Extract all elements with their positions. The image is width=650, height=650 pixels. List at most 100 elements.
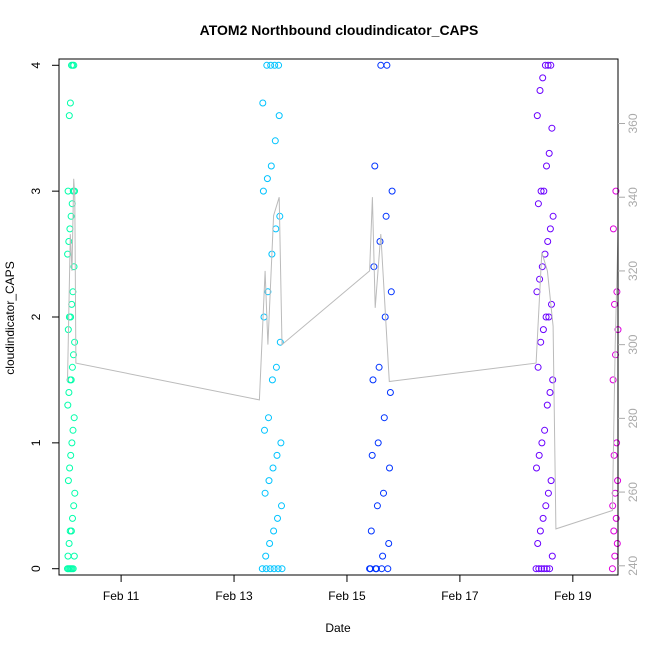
group4-point bbox=[538, 439, 546, 447]
group1-point bbox=[70, 552, 78, 560]
group2-point bbox=[259, 99, 267, 107]
group3-point bbox=[387, 288, 395, 296]
group1-point bbox=[65, 238, 73, 245]
group2-point bbox=[266, 565, 274, 573]
group4-point bbox=[537, 187, 545, 195]
group2-point bbox=[271, 61, 279, 69]
x-tick-label: Feb 17 bbox=[441, 589, 479, 603]
group1-point bbox=[69, 565, 77, 573]
group1-point bbox=[66, 464, 74, 472]
group2-point bbox=[270, 565, 278, 573]
group1-point bbox=[64, 187, 72, 195]
y2-tick-label: 320 bbox=[626, 261, 640, 281]
group1-point bbox=[65, 389, 73, 396]
group5-point bbox=[613, 439, 621, 447]
group1-point bbox=[71, 489, 79, 497]
group1-point bbox=[64, 477, 72, 485]
group4-point bbox=[536, 527, 544, 535]
y2-tick-label: 360 bbox=[626, 113, 640, 133]
group4-point bbox=[541, 426, 549, 434]
group4-point bbox=[549, 212, 557, 220]
group2-point bbox=[268, 376, 276, 384]
group1-point bbox=[64, 552, 72, 560]
group4-point bbox=[538, 263, 546, 271]
group5-point bbox=[609, 225, 617, 233]
group2-point bbox=[272, 363, 280, 371]
group4-point bbox=[542, 313, 550, 321]
group2-point bbox=[264, 288, 272, 296]
group1-point bbox=[67, 376, 75, 384]
group4-point bbox=[535, 565, 543, 573]
secondary-y-axis: 240 260 280 300 320 340 360 bbox=[618, 113, 640, 576]
group1-point bbox=[70, 414, 78, 422]
group2-point bbox=[259, 187, 267, 195]
group3-point bbox=[383, 61, 391, 69]
group2-point bbox=[258, 565, 266, 573]
group5-point bbox=[613, 540, 621, 547]
group5-point bbox=[610, 527, 618, 535]
group2-point bbox=[262, 552, 270, 560]
y2-tick-label: 300 bbox=[626, 334, 640, 354]
y-axis-label: cloudindicator_CAPS bbox=[3, 261, 17, 374]
group3-point bbox=[371, 162, 379, 170]
group2-point bbox=[275, 61, 283, 69]
group3-point bbox=[374, 439, 382, 447]
x-tick-label: Feb 19 bbox=[554, 589, 592, 603]
group4-point bbox=[538, 565, 545, 573]
y2-tick-label: 260 bbox=[626, 482, 640, 502]
y-tick-label: 2 bbox=[29, 313, 43, 320]
group1-point bbox=[65, 540, 73, 547]
group4-point bbox=[543, 565, 551, 573]
group4-point bbox=[533, 112, 541, 120]
group4-point bbox=[534, 200, 542, 208]
group1-point bbox=[66, 225, 74, 233]
group5-point bbox=[611, 552, 619, 560]
group2-point bbox=[263, 175, 271, 183]
group4-point bbox=[542, 502, 550, 510]
group3-point bbox=[384, 565, 392, 573]
group1-point bbox=[64, 250, 72, 258]
y2-tick-label: 280 bbox=[626, 408, 640, 428]
group2-point bbox=[262, 565, 270, 573]
group3-point bbox=[379, 552, 387, 560]
group2-point bbox=[265, 477, 273, 485]
group3-point bbox=[385, 540, 393, 547]
group4-point bbox=[536, 87, 544, 94]
group2-point bbox=[275, 112, 283, 120]
group2-point bbox=[277, 439, 285, 447]
group1-point bbox=[67, 212, 75, 220]
group2-point bbox=[271, 137, 279, 145]
group3-point bbox=[388, 187, 396, 195]
group4-point bbox=[548, 124, 556, 132]
group4-point bbox=[536, 275, 544, 283]
group3-point bbox=[380, 489, 387, 497]
group1-point bbox=[71, 338, 79, 346]
group4-point bbox=[544, 61, 552, 69]
group3-point bbox=[386, 389, 394, 396]
group1-point bbox=[70, 61, 78, 69]
group4-point bbox=[549, 376, 557, 384]
group1-point bbox=[68, 363, 76, 371]
group1-point bbox=[65, 112, 73, 120]
group4-point bbox=[543, 401, 551, 409]
group4-point bbox=[546, 565, 554, 573]
group1-point bbox=[64, 401, 72, 409]
group2-point bbox=[274, 565, 282, 573]
y-tick-label: 3 bbox=[29, 187, 43, 194]
group1-point bbox=[68, 200, 76, 208]
group2-point bbox=[278, 565, 286, 573]
group2-point bbox=[265, 414, 272, 422]
y2-tick-label: 340 bbox=[626, 187, 640, 207]
group1-point bbox=[67, 313, 75, 321]
group5-point bbox=[609, 376, 617, 384]
chart-title: ATOM2 Northbound cloudindicator_CAPS bbox=[200, 22, 479, 38]
x-axis-label: Date bbox=[325, 621, 351, 635]
group4-point bbox=[534, 363, 542, 371]
y-tick-label: 1 bbox=[29, 439, 43, 446]
group5-point bbox=[612, 514, 620, 522]
group1-point bbox=[67, 527, 75, 535]
group4-point bbox=[545, 149, 553, 157]
group4-point bbox=[533, 288, 541, 296]
group3-point bbox=[373, 502, 381, 510]
